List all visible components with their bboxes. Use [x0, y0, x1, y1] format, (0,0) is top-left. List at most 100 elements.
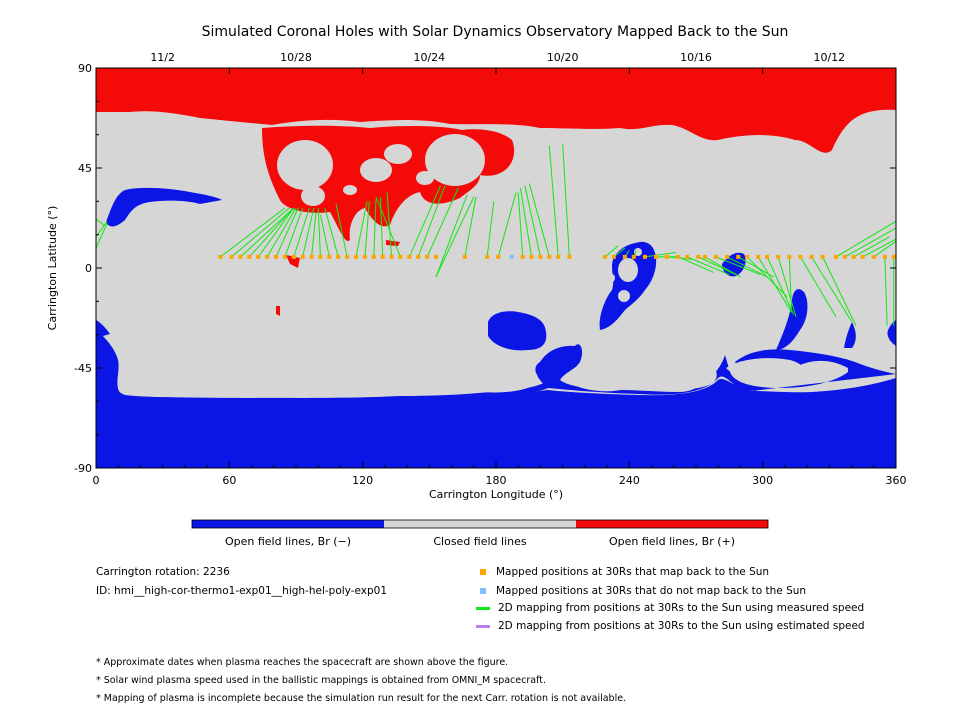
mapped-point [809, 254, 814, 259]
mapped-point [787, 254, 792, 259]
north-polar-open-region [96, 68, 896, 153]
top-date-label: 11/2 [150, 51, 175, 64]
mapped-point [496, 254, 501, 259]
legend-label: 2D mapping from positions at 30Rs to the… [498, 602, 865, 614]
mapped-point [654, 254, 658, 259]
mapped-point [602, 254, 607, 259]
colorbar-label-closed: Closed field lines [433, 535, 527, 548]
colorbar: Open field lines, Br (−) Closed field li… [191, 519, 769, 548]
mapping-line [777, 256, 797, 318]
mapping-line [426, 187, 459, 258]
mapping-line [220, 207, 286, 258]
mapped-point [756, 254, 761, 259]
colorbar-label-positive: Open field lines, Br (+) [609, 535, 735, 548]
mapping-line [524, 185, 541, 257]
mapped-point [842, 254, 847, 259]
y-tick-label: -90 [74, 462, 92, 475]
mapped-point [327, 254, 332, 259]
mapped-point [611, 254, 616, 259]
mapping-line [355, 201, 368, 257]
mapped-point [676, 254, 681, 259]
mapped-point [407, 254, 412, 259]
mapped-point [798, 254, 803, 259]
x-tick-label: 60 [222, 474, 236, 487]
mapping-line [95, 218, 106, 227]
legend-label: Mapped positions at 30Rs that map back t… [496, 566, 770, 578]
mapping-line [698, 256, 737, 276]
chart-title: Simulated Coronal Holes with Solar Dynam… [202, 24, 789, 40]
mapped-point [218, 254, 223, 259]
top-date-axis: 11/2 10/28 10/24 10/20 10/16 10/12 [150, 51, 845, 64]
mapping-line [604, 245, 619, 258]
mapping-line [302, 207, 315, 257]
mapped-point [882, 254, 887, 259]
mapping-line [853, 236, 890, 258]
x-tick-label: 180 [486, 474, 507, 487]
mapped-point [765, 254, 770, 259]
x-tick-label: 0 [93, 474, 100, 487]
mapping-line [835, 220, 897, 258]
run-id-text: ID: hmi__high-cor-thermo1-exp01__high-he… [96, 585, 388, 597]
mapping-line [319, 214, 330, 257]
mapping-line [686, 256, 730, 276]
top-date-label: 10/12 [813, 51, 845, 64]
mapped-point [318, 254, 323, 259]
mapped-point [567, 254, 572, 259]
colorbar-closed [384, 520, 576, 528]
mapping-line [644, 251, 677, 258]
y-tick-label: 90 [78, 62, 92, 75]
mapping-line [435, 196, 475, 278]
mapping-line [95, 223, 108, 249]
mapping-line [417, 185, 446, 258]
mapped-point [345, 254, 350, 259]
top-date-label: 10/16 [680, 51, 712, 64]
mapped-point [362, 254, 367, 259]
colorbar-label-negative: Open field lines, Br (−) [225, 535, 351, 548]
mapped-point [256, 254, 261, 259]
mapped-point [354, 254, 358, 259]
south-open-base [96, 330, 896, 468]
mapping-line [862, 238, 897, 258]
mapping-line [335, 203, 348, 257]
mapped-point [665, 254, 670, 259]
x-tick-label: 300 [752, 474, 773, 487]
colorbar-frame [191, 519, 769, 529]
mapped-point [380, 254, 385, 259]
colorbar-positive [576, 520, 768, 528]
mapping-line [317, 207, 321, 257]
legend-measured: 2D mapping from positions at 30Rs to the… [476, 602, 865, 614]
x-tick-label: 240 [619, 474, 640, 487]
mapping-line [517, 192, 524, 257]
negative-open-patch [887, 320, 896, 346]
mapped-point [265, 254, 270, 259]
mapping-line [275, 207, 299, 258]
negative-open-patch [599, 241, 657, 330]
mapping-line [746, 256, 788, 298]
mapped-point [238, 254, 243, 259]
mapping-line [486, 201, 495, 257]
mapped-point [891, 254, 896, 259]
plot-area [95, 67, 897, 469]
mapping-line [497, 192, 517, 258]
mapping-line [757, 256, 792, 313]
legend-label: 2D mapping from positions at 30Rs to the… [498, 620, 865, 632]
x-tick-label: 120 [352, 474, 373, 487]
mapping-line [528, 183, 550, 258]
legend-estimated: 2D mapping from positions at 30Rs to the… [476, 620, 865, 632]
not-mapped-swatch [480, 588, 486, 594]
mapped-point [434, 254, 438, 259]
mapping-line [375, 196, 401, 258]
negative-open-patch [106, 187, 222, 227]
mapped-point [247, 254, 252, 259]
carrington-rotation-text: Carrington rotation: 2236 [96, 566, 230, 578]
mapping-line [373, 199, 377, 257]
negative-open-patch [776, 289, 808, 350]
mapping-line [284, 207, 304, 258]
not-mapped-point [509, 254, 514, 259]
colorbar-negative [192, 520, 384, 528]
mapped-point [371, 254, 376, 259]
mapping-line [562, 143, 570, 257]
mapping-line [884, 256, 888, 326]
mapping-line [240, 207, 295, 258]
positive-open-patch [386, 240, 400, 246]
